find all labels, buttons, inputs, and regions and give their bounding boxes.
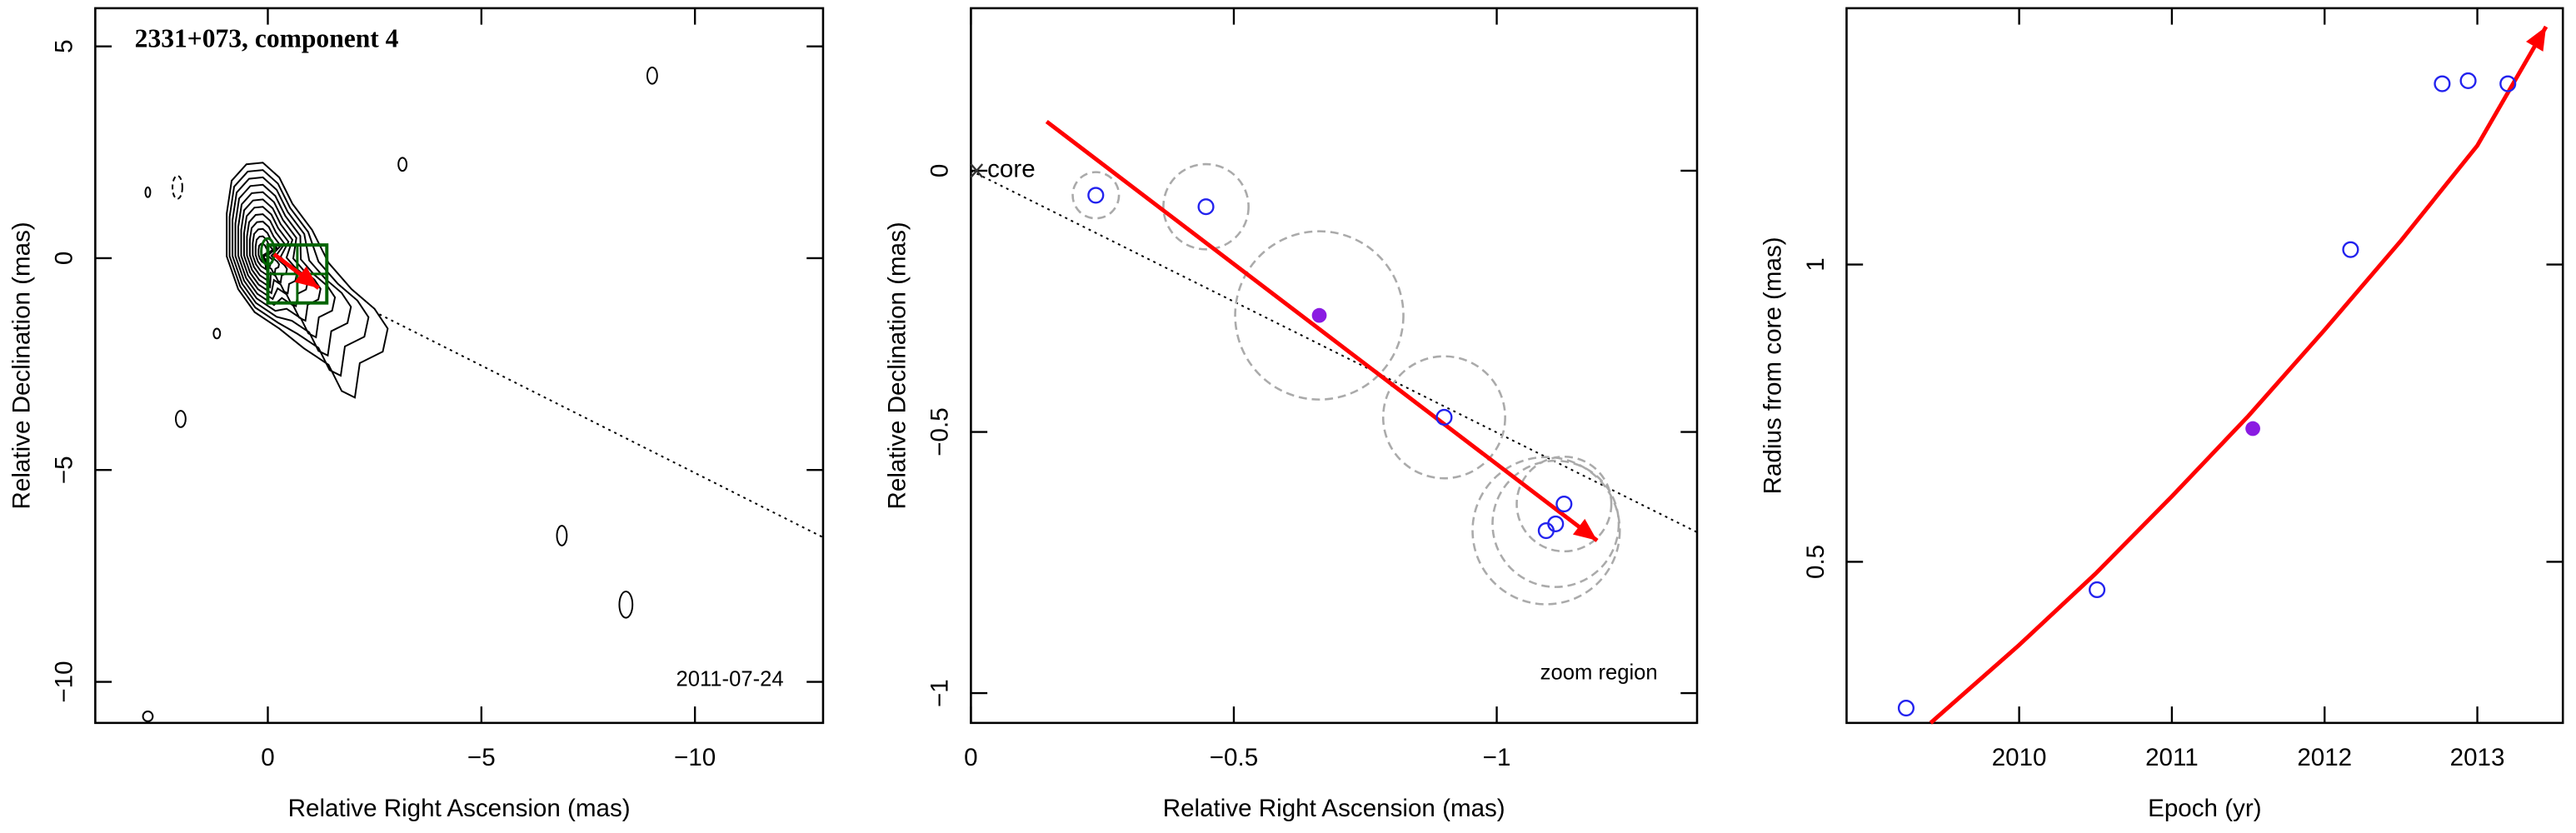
contour [240,198,309,307]
contour [242,206,298,295]
x-tick-label: 2012 [2297,744,2352,771]
error-circle [1471,456,1621,606]
x-tick-label: 2010 [1992,744,2047,771]
contour [556,525,568,546]
x-tick-label: 0 [964,744,977,771]
x-axis-label: Relative Right Ascension (mas) [1163,795,1505,822]
y-tick-label: −1 [926,679,954,707]
y-tick-label: −10 [51,661,78,702]
error-circle [1515,455,1613,553]
data-point [1087,187,1105,204]
x-axis-label: Epoch (yr) [2148,795,2261,822]
error-circle [1234,230,1405,401]
trend-line [267,257,824,538]
error-circle [1162,162,1250,251]
plot-frame [94,7,825,725]
core-ellipse [260,237,276,267]
y-axis-label: Relative Declination (mas) [7,222,35,509]
y-tick-label: 5 [51,39,78,52]
contour [248,220,282,283]
highlight-point [2245,421,2260,436]
plot-frame [970,7,1699,725]
contour [618,591,634,619]
zoom-label: zoom region [1540,661,1658,684]
data-point [2434,75,2451,92]
y-axis-label: Relative Declination (mas) [883,222,911,509]
motion-arrow [1045,119,1599,542]
plot-frame [1845,7,2564,725]
core-label: core [987,156,1036,183]
data-point [1555,496,1573,513]
core-marker [970,163,984,178]
y-tick-label: 1 [1802,257,1830,271]
contour [257,242,271,266]
y-tick-label: 0 [51,252,78,265]
trend-line [970,170,1698,533]
error-circle [1381,355,1506,480]
x-tick-label: −1 [1483,744,1511,771]
panel-title: 2331+073, component 4 [135,24,399,53]
x-tick-label: −0.5 [1210,744,1258,771]
contour [212,327,222,340]
error-circle [1491,459,1620,588]
data-point [2089,581,2106,599]
contour [175,410,187,428]
x-axis-label: Relative Right Ascension (mas) [288,795,631,822]
y-axis-label: Radius from core (mas) [1760,237,1787,494]
x-tick-label: 2011 [2145,744,2199,771]
y-tick-label: 0.5 [1802,545,1830,579]
arrow-head [2526,26,2547,52]
data-point [1197,198,1215,216]
y-tick-label: 0 [926,164,954,177]
x-tick-label: 0 [261,744,274,771]
y-tick-label: −5 [51,456,78,484]
contour [228,169,370,377]
arrow-head [1572,518,1598,541]
date-label: 2011-07-24 [676,667,783,691]
data-point [1435,408,1453,426]
x-tick-label: −10 [674,744,716,771]
contour [646,66,658,85]
contour [142,711,154,722]
data-point [1547,515,1565,532]
x-tick-label: 2013 [2450,744,2505,771]
contour [172,175,183,200]
error-circle [1071,171,1121,220]
contour [234,183,337,339]
arrow-head [294,266,319,288]
data-point [2459,72,2477,90]
contour [232,176,352,357]
contour [397,157,408,172]
x-tick-label: −5 [467,744,496,771]
data-point [1897,699,1915,717]
y-tick-label: −0.5 [926,407,954,456]
fit-curve [1929,25,2549,725]
data-point [2342,241,2359,258]
data-point [2499,75,2517,92]
highlight-point [1311,307,1327,323]
contour [144,186,152,198]
